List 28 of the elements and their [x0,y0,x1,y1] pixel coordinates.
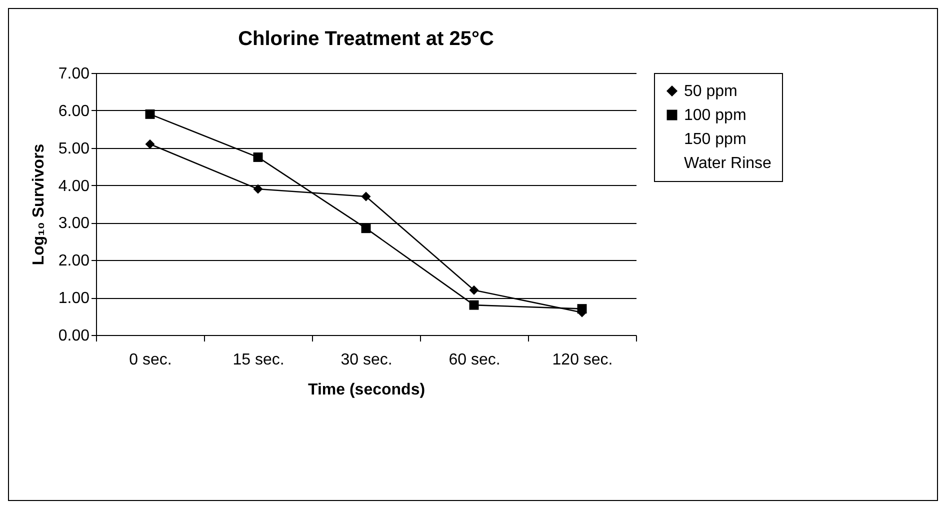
point [253,184,263,194]
x-tick-label: 15 sec. [232,352,284,368]
x-tick-label: 60 sec. [448,352,500,368]
y-tick-label: 4.00 [58,178,90,195]
chart-title: Chlorine Treatment at 25°C [238,28,494,50]
x-tick-label: 0 sec. [129,352,172,368]
y-tick-label: 5.00 [58,140,90,158]
y-tick-label: 0.00 [58,328,90,344]
point [469,285,479,295]
y-axis-title: Log₁₀ Survivors [30,144,48,266]
point [253,152,263,162]
y-tick-label: 7.00 [58,66,90,82]
point [361,224,371,234]
point [145,109,155,119]
y-tick-label: 2.00 [58,252,90,270]
y-tick-label: 3.00 [58,215,90,232]
point [469,300,479,310]
x-tick-label: 120 sec. [552,352,613,368]
text: Water Rinse [684,155,772,172]
point [361,192,371,202]
x-axis-title: Time (seconds) [308,382,426,398]
y-tick-label: 1.00 [58,290,90,308]
legend-label: 100 ppm [684,107,746,124]
y-tick-label: 6.00 [58,102,90,120]
point [145,139,155,149]
legend-label: 50 ppm [684,83,738,100]
text: 150 ppm [684,131,746,148]
x-tick-label: 30 sec. [340,352,392,368]
